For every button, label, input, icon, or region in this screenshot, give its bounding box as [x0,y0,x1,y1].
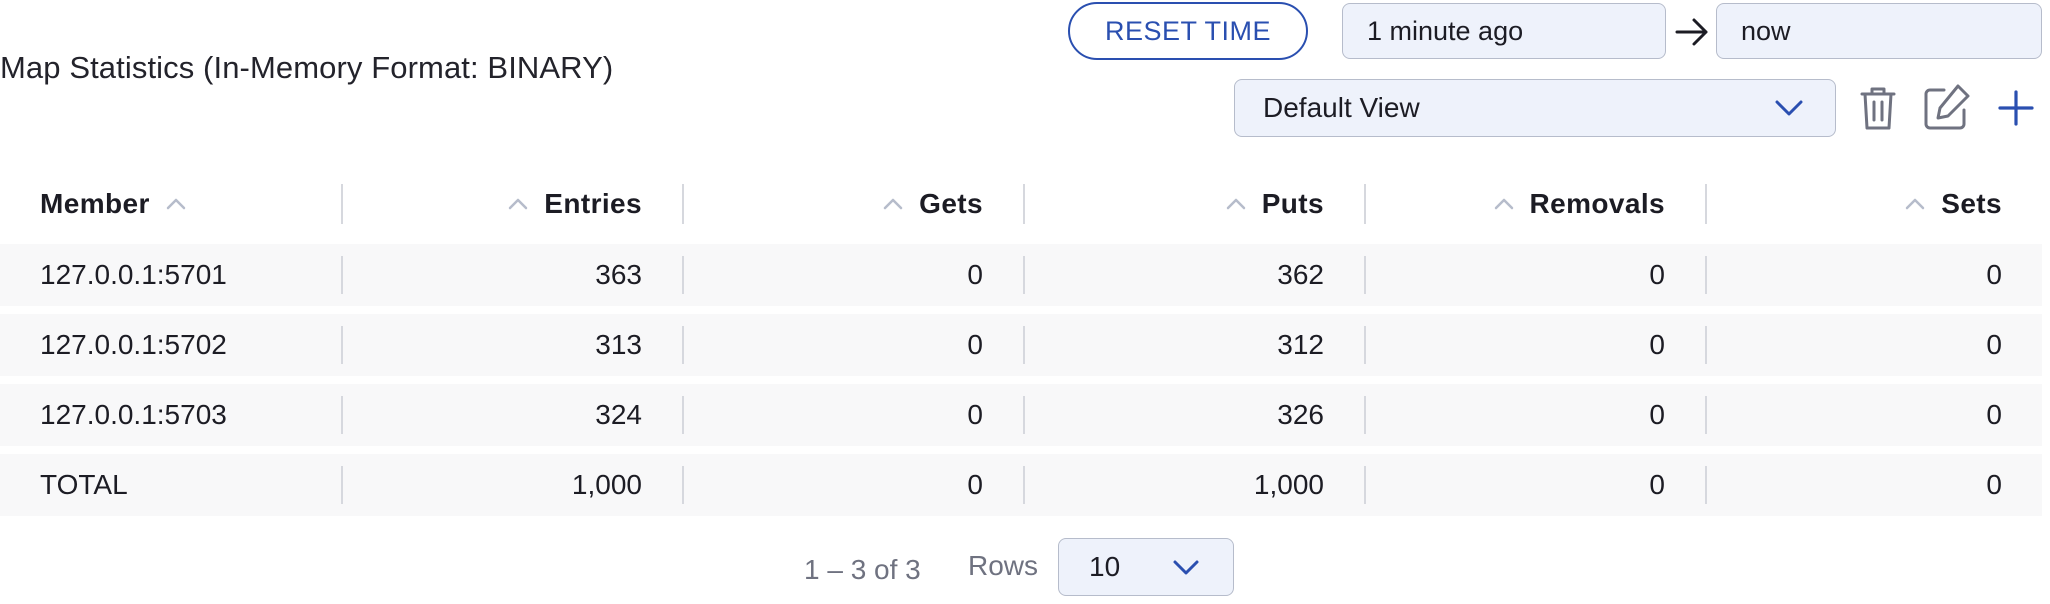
column-header-sets[interactable]: Sets [1705,172,2042,236]
rows-per-page-label: Rows [968,550,1039,581]
column-header-label: Gets [919,188,983,219]
column-header-member[interactable]: Member [0,172,341,236]
rows-per-page-select[interactable]: 10 [1058,538,1234,596]
column-header-gets[interactable]: Gets [682,172,1023,236]
cell-entries: 324 [341,384,682,446]
edit-icon[interactable] [1918,80,1974,136]
column-header-label: Puts [1261,188,1324,219]
arrow-right-icon [1675,18,1708,46]
cell-removals: 0 [1364,384,1705,446]
table-row: 127.0.0.1:5703 324 0 326 0 0 [0,384,2042,446]
chevron-down-icon [1775,100,1803,116]
cell-member: 127.0.0.1:5702 [40,329,227,360]
cell-entries: 1,000 [341,454,682,516]
column-header-label: Sets [1941,188,2002,219]
table-row: 127.0.0.1:5702 313 0 312 0 0 [0,314,2042,376]
sort-up-icon [509,198,528,210]
plus-icon[interactable] [1988,80,2044,136]
cell-puts: 362 [1023,244,1364,306]
page-title: Map Statistics (In-Memory Format: BINARY… [0,50,614,85]
view-select-label: Default View [1263,92,1420,123]
table-row: 127.0.0.1:5701 363 0 362 0 0 [0,244,2042,306]
cell-sets: 0 [1705,244,2042,306]
cell-gets: 0 [682,244,1023,306]
sort-up-icon [1494,198,1513,210]
cell-sets: 0 [1705,384,2042,446]
chevron-down-icon [1173,560,1199,575]
cell-gets: 0 [682,384,1023,446]
column-header-puts[interactable]: Puts [1023,172,1364,236]
time-to-input[interactable] [1716,3,2042,59]
cell-removals: 0 [1364,244,1705,306]
table-header: Member Entries Gets Puts Removals Sets [0,172,2042,236]
column-header-label: Member [40,188,150,219]
cell-gets: 0 [682,454,1023,516]
cell-removals: 0 [1364,454,1705,516]
table-row-total: TOTAL 1,000 0 1,000 0 0 [0,454,2042,516]
view-select[interactable]: Default View [1234,79,1836,137]
sort-up-icon [1906,198,1925,210]
trash-icon[interactable] [1850,80,1906,136]
column-header-entries[interactable]: Entries [341,172,682,236]
sort-up-icon [883,198,903,210]
sort-up-icon [166,198,186,210]
cell-sets: 0 [1705,454,2042,516]
cell-member: TOTAL [40,469,128,500]
rows-per-page-value: 10 [1089,551,1121,582]
pagination: 1 – 3 of 3 Rows 10 [0,536,2050,600]
column-header-label: Entries [544,188,642,219]
column-header-label: Removals [1529,188,1665,219]
time-from-input[interactable] [1342,3,1666,59]
cell-entries: 363 [341,244,682,306]
cell-puts: 1,000 [1023,454,1364,516]
column-header-removals[interactable]: Removals [1364,172,1705,236]
cell-entries: 313 [341,314,682,376]
cell-puts: 312 [1023,314,1364,376]
cell-puts: 326 [1023,384,1364,446]
cell-member: 127.0.0.1:5701 [40,259,227,290]
cell-removals: 0 [1364,314,1705,376]
reset-time-button[interactable]: RESET TIME [1068,2,1308,60]
sort-up-icon [1226,198,1245,210]
map-statistics-table: Member Entries Gets Puts Removals Sets 1… [0,172,2042,516]
cell-sets: 0 [1705,314,2042,376]
pagination-range: 1 – 3 of 3 [804,554,921,585]
cell-gets: 0 [682,314,1023,376]
cell-member: 127.0.0.1:5703 [40,399,227,430]
